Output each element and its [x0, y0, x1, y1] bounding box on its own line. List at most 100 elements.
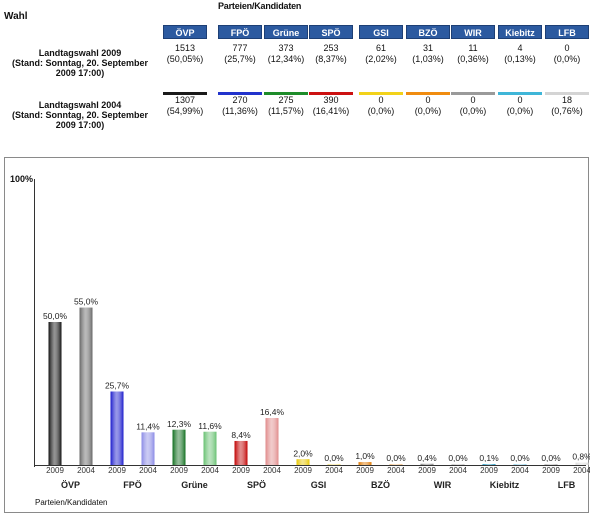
y-axis [34, 179, 35, 467]
bar-sheen [327, 464, 341, 465]
vote-percent: (16,41%) [312, 106, 350, 116]
data-label: 0,0% [510, 453, 530, 463]
vote-count: 0 [564, 43, 570, 53]
vote-count: 390 [323, 95, 339, 105]
category-label: Grüne [181, 480, 208, 490]
vote-cell: 0 (0,0%) [359, 95, 403, 117]
bar-sheen [265, 418, 279, 465]
vote-count: 0 [425, 95, 431, 105]
data-label: 0,1% [479, 453, 499, 463]
bar-sheen [544, 464, 558, 465]
data-label: 0,0% [386, 453, 406, 463]
x-axis [34, 465, 586, 466]
vote-cell: 4 (0,13%) [498, 43, 542, 65]
category-label: FPÖ [123, 480, 142, 490]
category-label: ÖVP [61, 480, 80, 490]
series-label: 2004 [573, 466, 590, 475]
bar-sheen [48, 322, 62, 465]
party-header-3: SPÖ [309, 25, 353, 39]
series-label: 2009 [542, 466, 560, 475]
party-color-bar [498, 92, 542, 95]
series-label: 2004 [449, 466, 467, 475]
party-color-bar [451, 92, 495, 95]
vote-count: 0 [378, 95, 384, 105]
series-label: 2004 [263, 466, 281, 475]
vote-cell: 253 (8,37%) [309, 43, 353, 65]
vote-cell: 11 (0,36%) [451, 43, 495, 65]
data-label: 0,4% [417, 453, 437, 463]
vote-percent: (0,0%) [553, 54, 581, 64]
bar-sheen [513, 464, 527, 465]
vote-cell: 390 (16,41%) [309, 95, 353, 117]
vote-cell: 1307 (54,99%) [163, 95, 207, 117]
bar-sheen [203, 431, 217, 465]
data-label: 0,0% [448, 453, 468, 463]
parteien-header: Parteien/Kandidaten [218, 1, 302, 11]
data-label: 8,4% [231, 430, 251, 440]
party-color-bar [309, 92, 353, 95]
vote-count: 31 [422, 43, 433, 53]
row-label-0: Landtagswahl 2009 (Stand: Sonntag, 20. Se… [0, 48, 160, 78]
vote-percent: (25,7%) [224, 54, 256, 64]
data-label: 0,0% [541, 453, 561, 463]
x-axis-title: Parteien/Kandidaten [35, 498, 108, 507]
series-label: 2009 [46, 466, 64, 475]
row-label-1: Landtagswahl 2004 (Stand: Sonntag, 20. Se… [0, 100, 160, 130]
series-label: 2004 [387, 466, 405, 475]
vote-percent: (0,0%) [459, 106, 487, 116]
vote-percent: (0,36%) [457, 54, 489, 64]
series-label: 2004 [77, 466, 95, 475]
chart-frame [4, 157, 589, 513]
series-label: 2009 [480, 466, 498, 475]
vote-cell: 18 (0,76%) [545, 95, 589, 117]
data-label: 50,0% [43, 311, 68, 321]
vote-cell: 1513 (50,05%) [163, 43, 207, 65]
row-label-line: 2009 17:00) [55, 68, 105, 78]
vote-percent: (54,99%) [166, 106, 204, 116]
vote-cell: 31 (1,03%) [406, 43, 450, 65]
vote-percent: (11,57%) [268, 106, 304, 116]
bar-sheen [451, 464, 465, 465]
party-header-4: GSI [359, 25, 403, 39]
bar-sheen [79, 307, 93, 465]
bar-sheen [420, 463, 434, 465]
vote-percent: (0,0%) [506, 106, 534, 116]
series-label: 2004 [201, 466, 219, 475]
vote-percent: (50,05%) [166, 54, 204, 64]
party-header-5: BZÖ [406, 25, 450, 39]
series-label: 2004 [511, 466, 529, 475]
vote-count: 777 [232, 43, 248, 53]
bar-sheen [389, 464, 403, 465]
data-label: 25,7% [105, 380, 130, 390]
vote-count: 0 [470, 95, 476, 105]
category-label: GSI [311, 480, 327, 490]
vote-count: 1513 [174, 43, 196, 53]
party-header-0: ÖVP [163, 25, 207, 39]
category-label: Kiebitz [490, 480, 520, 490]
wahl-header: Wahl [4, 11, 28, 22]
row-label-line: 2009 17:00) [55, 120, 105, 130]
bar-sheen [358, 462, 372, 465]
data-label: 0,0% [324, 453, 344, 463]
data-label: 11,4% [136, 421, 160, 431]
party-color-bar [545, 92, 589, 95]
party-header-6: WIR [451, 25, 495, 39]
row-label-line: (Stand: Sonntag, 20. September [11, 110, 149, 120]
party-header-7: Kiebitz [498, 25, 542, 39]
data-label: 55,0% [74, 297, 99, 307]
bar-sheen [575, 462, 589, 465]
party-header-1: FPÖ [218, 25, 262, 39]
vote-count: 18 [561, 95, 572, 105]
vote-count: 1307 [174, 95, 196, 105]
party-header-2: Grüne [264, 25, 308, 39]
category-label: SPÖ [247, 480, 266, 490]
party-color-bar [359, 92, 403, 95]
party-color-bar [406, 92, 450, 95]
y-axis-top-label: 100% [10, 174, 34, 184]
series-label: 2009 [418, 466, 436, 475]
data-label: 1,0% [355, 451, 375, 461]
party-color-bar [264, 92, 308, 95]
bar-sheen [110, 391, 124, 465]
series-label: 2009 [232, 466, 250, 475]
